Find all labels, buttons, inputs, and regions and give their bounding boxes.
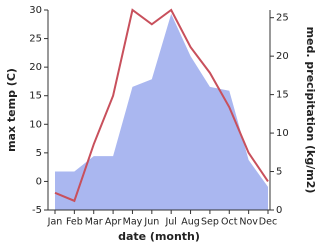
x-tick-label: Jun bbox=[143, 217, 159, 228]
x-tick-label: Apr bbox=[105, 217, 122, 228]
y-tick-label: 15 bbox=[29, 91, 42, 102]
y-tick-label: 10 bbox=[29, 119, 42, 130]
y2-axis-label: med. precipitation (kg/m2) bbox=[304, 27, 317, 194]
x-tick-label: Jul bbox=[164, 217, 176, 228]
y-tick-label: 30 bbox=[29, 5, 42, 16]
x-tick-label: Oct bbox=[221, 217, 238, 228]
y-tick-label: 25 bbox=[29, 34, 42, 45]
y-tick-label: -5 bbox=[32, 205, 42, 216]
y2-tick-label: 15 bbox=[276, 90, 289, 101]
y-tick-label: 5 bbox=[36, 148, 42, 159]
x-tick-label: Nov bbox=[239, 217, 258, 228]
x-tick-label: Feb bbox=[66, 217, 83, 228]
x-axis-label: date (month) bbox=[118, 230, 200, 243]
y-axis-label: max temp (C) bbox=[5, 68, 18, 152]
x-tick-label: Dec bbox=[259, 217, 277, 228]
y-tick-label: 20 bbox=[29, 62, 42, 73]
x-tick-label: Mar bbox=[85, 217, 103, 228]
y2-tick-label: 5 bbox=[276, 167, 282, 178]
x-tick-label: Jan bbox=[47, 217, 63, 228]
x-tick-label: Sep bbox=[201, 217, 219, 228]
y2-tick-label: 0 bbox=[276, 205, 282, 216]
x-tick-label: Aug bbox=[181, 217, 200, 228]
precipitation-area bbox=[55, 13, 268, 210]
y-tick-label: 0 bbox=[36, 176, 42, 187]
temperature-line bbox=[54, 8, 269, 203]
y2-tick-label: 20 bbox=[276, 51, 289, 62]
x-tick-label: May bbox=[123, 217, 143, 228]
y2-tick-label: 25 bbox=[276, 13, 289, 24]
y2-tick-label: 10 bbox=[276, 128, 289, 139]
